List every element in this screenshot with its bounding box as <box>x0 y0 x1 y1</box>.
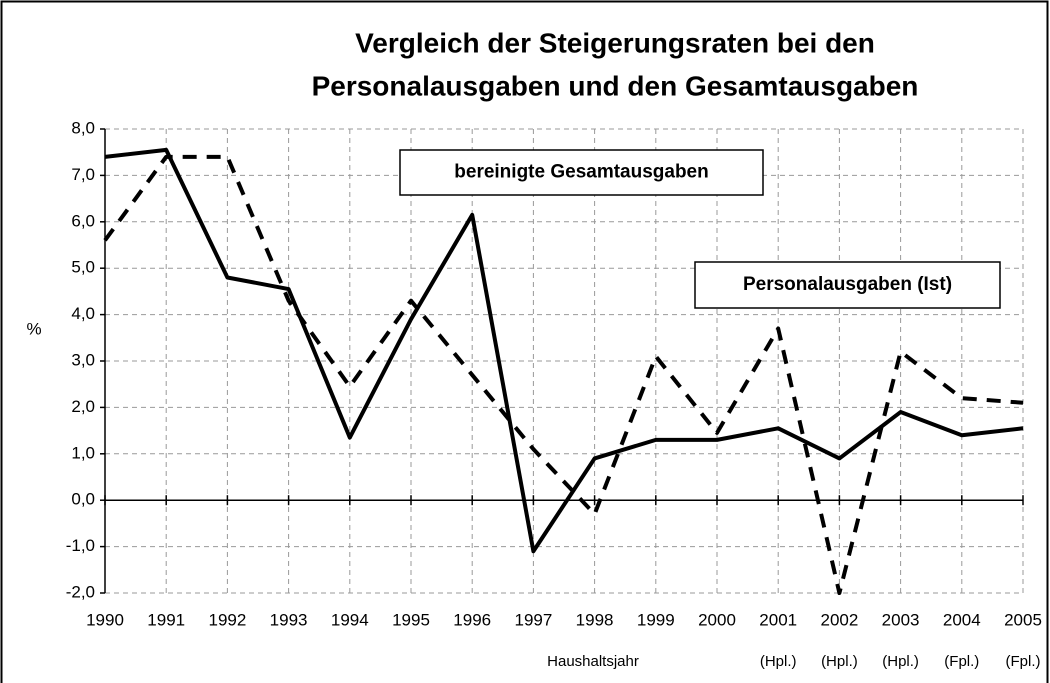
legend-box <box>694 261 1001 309</box>
x-tick-label: 1992 <box>208 610 246 629</box>
x-tick-note: (Hpl.) <box>882 653 919 670</box>
x-tick-label: 1990 <box>86 610 124 629</box>
legend-label: Personalausgaben (Ist) <box>743 274 952 295</box>
y-tick-label: 6,0 <box>71 211 95 230</box>
y-tick-label: 5,0 <box>71 258 95 277</box>
x-tick-label: 2003 <box>882 610 920 629</box>
x-tick-note: (Fpl.) <box>944 653 979 670</box>
legend-label: bereinigte Gesamtausgaben <box>454 162 708 183</box>
x-tick-label: 2004 <box>943 610 981 629</box>
x-tick-label: 1991 <box>147 610 185 629</box>
x-tick-note: (Hpl.) <box>760 653 797 670</box>
chart-title: Personalausgaben und den Gesamtausgaben <box>312 70 919 101</box>
y-tick-label: 7,0 <box>71 165 95 184</box>
x-tick-label: 1998 <box>576 610 614 629</box>
chart-title: Vergleich der Steigerungsraten bei den <box>355 27 875 58</box>
x-tick-label: 1999 <box>637 610 675 629</box>
y-tick-label: 4,0 <box>71 304 95 323</box>
y-axis-label: % <box>26 319 41 338</box>
x-tick-label: 1996 <box>453 610 491 629</box>
series-line <box>104 147 1024 554</box>
y-tick-label: 8,0 <box>71 118 95 137</box>
y-tick-label: -1,0 <box>66 536 95 555</box>
x-tick-label: 2002 <box>820 610 858 629</box>
legend-box <box>399 149 764 196</box>
y-tick-label: 1,0 <box>71 443 95 462</box>
x-tick-label: 1997 <box>514 610 552 629</box>
x-axis-label: Haushaltsjahr <box>547 653 639 670</box>
x-tick-label: 1995 <box>392 610 430 629</box>
y-tick-label: -2,0 <box>66 582 95 601</box>
x-tick-note: (Fpl.) <box>1006 653 1041 670</box>
x-tick-label: 1994 <box>331 610 369 629</box>
series-line <box>103 154 1024 595</box>
y-tick-label: 0,0 <box>71 490 95 509</box>
x-tick-label: 2001 <box>759 610 797 629</box>
y-tick-label: 2,0 <box>71 397 95 416</box>
x-tick-label: 2000 <box>698 610 736 629</box>
y-tick-label: 3,0 <box>71 350 95 369</box>
x-tick-label: 2005 <box>1004 610 1042 629</box>
x-tick-note: (Hpl.) <box>821 653 858 670</box>
x-tick-label: 1993 <box>270 610 308 629</box>
